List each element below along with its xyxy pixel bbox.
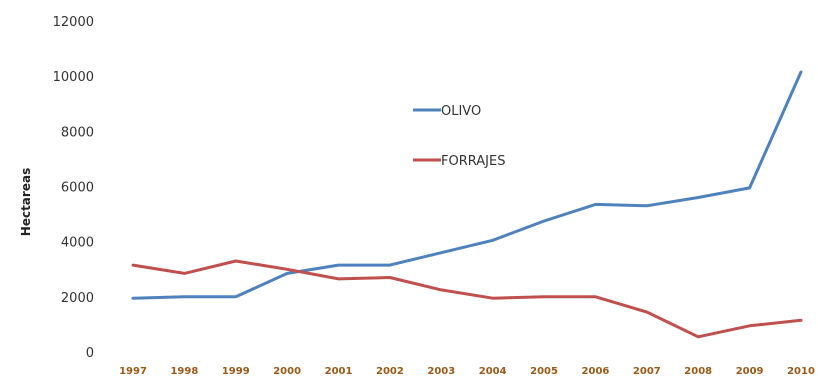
series-line-forrajes [131, 259, 803, 339]
x-tick-label: 2007 [633, 366, 661, 377]
legend: OLIVO FORRAJES [413, 104, 505, 169]
y-tick-label: 0 [86, 346, 94, 361]
y-axis-ticks: 0 2000 4000 6000 8000 10000 12000 [53, 15, 94, 361]
x-tick-label: 2005 [530, 366, 558, 377]
x-tick-label: 2001 [325, 366, 353, 377]
y-tick-label: 10000 [53, 70, 94, 85]
x-tick-label: 2004 [479, 366, 507, 377]
series-line-olivo [131, 70, 803, 300]
y-axis-label: Hectareas [19, 168, 33, 236]
legend-label-forrajes: FORRAJES [441, 154, 505, 169]
series-lines [131, 70, 803, 339]
x-tick-label: 2010 [787, 366, 815, 377]
y-tick-label: 12000 [53, 15, 94, 30]
x-tick-label: 1997 [119, 366, 147, 377]
x-tick-label: 1999 [222, 366, 250, 377]
x-tick-label: 1998 [170, 366, 198, 377]
x-tick-label: 2006 [582, 366, 610, 377]
x-tick-label: 2003 [427, 366, 455, 377]
y-tick-label: 6000 [61, 181, 94, 196]
y-tick-label: 2000 [61, 291, 94, 306]
x-tick-label: 2008 [684, 366, 712, 377]
y-tick-label: 8000 [61, 125, 94, 140]
y-tick-label: 4000 [61, 236, 94, 251]
x-tick-label: 2000 [273, 366, 301, 377]
x-tick-label: 2009 [736, 366, 764, 377]
legend-label-olivo: OLIVO [441, 104, 481, 119]
x-tick-label: 2002 [376, 366, 404, 377]
x-axis-ticks: 1997 1998 1999 2000 2001 2002 2003 2004 2005 2006… [119, 366, 815, 377]
